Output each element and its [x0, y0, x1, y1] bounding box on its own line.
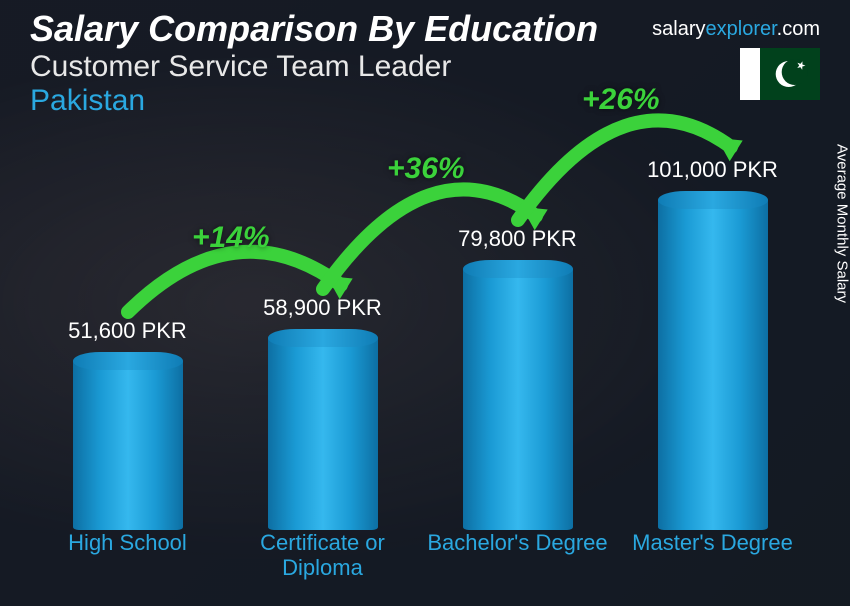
- flag-green-band: ★: [760, 48, 820, 100]
- bar: 79,800 PKR: [463, 260, 573, 530]
- logo-text-accent: explorer: [706, 18, 777, 40]
- flag-white-band: [740, 48, 760, 100]
- bar-body: [268, 338, 378, 530]
- chart-country: Pakistan: [30, 84, 820, 118]
- bar-top-cap: [73, 352, 183, 370]
- site-logo: salaryexplorer.com: [652, 18, 820, 41]
- bar-top-cap: [463, 260, 573, 278]
- percent-increase-badge: +36%: [387, 152, 465, 186]
- bar-value: 58,900 PKR: [213, 295, 433, 321]
- bar: 51,600 PKR: [73, 352, 183, 530]
- bar-value: 101,000 PKR: [603, 157, 823, 183]
- bar-group: 79,800 PKRBachelor's Degree: [420, 260, 615, 586]
- bar: 101,000 PKR: [658, 191, 768, 530]
- bar-group: 58,900 PKRCertificate or Diploma: [225, 329, 420, 586]
- bar-category-label: Master's Degree: [615, 530, 810, 586]
- bar-group: 101,000 PKRMaster's Degree: [615, 191, 810, 586]
- bar-body: [658, 200, 768, 530]
- bar-top-cap: [658, 191, 768, 209]
- bar: 58,900 PKR: [268, 329, 378, 530]
- bar-value: 51,600 PKR: [18, 318, 238, 344]
- percent-increase-badge: +14%: [192, 221, 270, 255]
- bar-value: 79,800 PKR: [408, 226, 628, 252]
- bar-body: [73, 361, 183, 530]
- bar-body: [463, 269, 573, 530]
- chart-subtitle: Customer Service Team Leader: [30, 50, 820, 84]
- bar-chart: 51,600 PKRHigh School58,900 PKRCertifica…: [30, 156, 810, 586]
- bar-category-label: High School: [30, 530, 225, 586]
- bar-group: 51,600 PKRHigh School: [30, 352, 225, 586]
- bar-category-label: Bachelor's Degree: [420, 530, 615, 586]
- pakistan-flag-icon: ★: [740, 48, 820, 100]
- bar-top-cap: [268, 329, 378, 347]
- bar-category-label: Certificate or Diploma: [225, 530, 420, 586]
- logo-text-plain: salary: [652, 18, 705, 40]
- y-axis-label: Average Monthly Salary: [834, 144, 850, 303]
- logo-text-suffix: .com: [777, 18, 820, 40]
